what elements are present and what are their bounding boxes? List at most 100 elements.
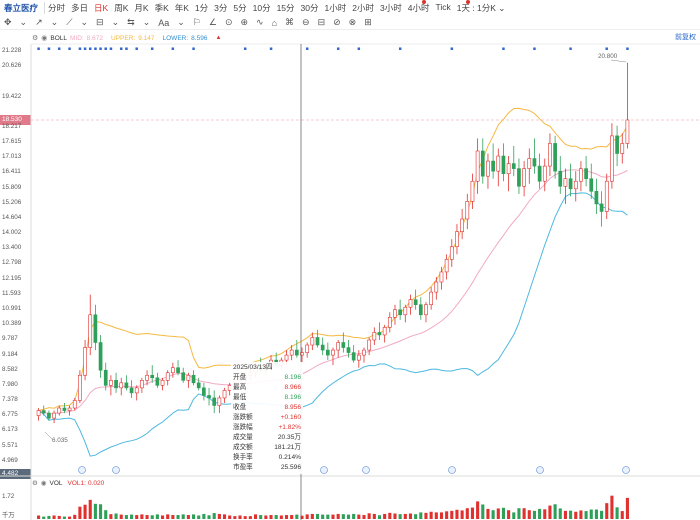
candle-body <box>413 299 418 306</box>
price-axis-label: 12.798 <box>2 259 22 267</box>
period-tab[interactable]: 日K <box>94 3 109 13</box>
candle-body <box>429 291 433 306</box>
period-combo[interactable]: 1天 : 1分K ⌄ <box>456 3 506 13</box>
candle-body <box>145 374 149 381</box>
drawing-tool-icon[interactable]: ⚐ <box>192 17 201 27</box>
period-tab[interactable]: 30分 <box>300 3 319 13</box>
volume-bar <box>321 514 325 519</box>
period-tab[interactable]: 周K <box>114 3 129 13</box>
volume-bar <box>543 509 547 519</box>
period-tab[interactable]: 分时 <box>48 3 66 13</box>
period-tabs: 分时 多日 日K 周K 月K 季K 年K 1分 3分 5分 10分 15分 30分 1小时 2小时 3小时 4小… <box>45 2 454 14</box>
drawing-tool-icon[interactable]: ⌄ <box>142 17 151 27</box>
drawing-tool-icon[interactable]: ⌂ <box>271 17 278 28</box>
drawing-tool-icon[interactable]: ∠ <box>208 17 217 27</box>
period-tab[interactable]: 3小时 <box>379 3 402 13</box>
period-tab[interactable]: 15分 <box>276 3 295 13</box>
price-axis-label: 14.002 <box>2 229 22 237</box>
drawing-tool-icon[interactable]: ⊙ <box>224 17 233 27</box>
candle-body <box>191 374 196 384</box>
drawing-tool-icon[interactable]: ✥ <box>4 17 12 27</box>
candle-body <box>584 168 588 180</box>
price-axis-label: 9.184 <box>2 350 18 358</box>
period-tab[interactable]: 1小时 <box>324 3 347 13</box>
candle-body <box>506 163 511 174</box>
volume-bar <box>264 515 268 519</box>
expand-arrow-icon[interactable]: ▲ <box>215 35 222 41</box>
volume-bar <box>548 505 552 519</box>
volume-bar <box>615 507 619 519</box>
event-marker-icon: ▪ <box>104 46 107 52</box>
period-tab[interactable]: 月K <box>134 3 149 13</box>
drawing-tool-icon[interactable]: ⌄ <box>111 17 120 27</box>
drawing-tool-icon[interactable]: ↗ <box>35 17 43 27</box>
tooltip-row: 涨跌幅 +1.82% <box>233 423 301 433</box>
candle-body <box>424 304 428 316</box>
candle-body <box>548 143 552 167</box>
settings-icon[interactable]: ⚙ <box>32 480 38 487</box>
notify-dot <box>422 0 426 4</box>
volume-bar <box>181 514 185 519</box>
volume-bar <box>212 513 216 519</box>
drawing-tool-icon[interactable]: ⌄ <box>177 17 185 27</box>
volume-bar <box>594 509 598 519</box>
period-tab[interactable]: 3分 <box>214 3 228 13</box>
candle-body <box>522 168 526 187</box>
settings-icon[interactable]: ⚙ <box>32 35 39 42</box>
price-axis-label: 18.217 <box>2 122 22 130</box>
drawing-tool-icon[interactable]: ⟋ <box>66 17 73 27</box>
candle-body <box>604 180 609 212</box>
candle-body <box>222 390 227 399</box>
candle-body <box>160 380 165 386</box>
eye-icon[interactable]: ◉ <box>40 480 47 487</box>
period-tab[interactable]: 2小时 <box>352 3 374 13</box>
volume-bar <box>491 510 495 519</box>
period-tab[interactable]: 10分 <box>252 3 271 13</box>
period-tab[interactable]: 4小时 <box>407 3 430 13</box>
candle-body <box>310 337 315 346</box>
period-tab[interactable]: 1分 <box>194 3 209 13</box>
period-tab[interactable]: Tick <box>435 2 451 12</box>
volume-bar <box>589 509 593 519</box>
drawing-tool-icon[interactable]: ⊟ <box>96 17 104 27</box>
candle-body <box>134 387 139 394</box>
drawing-tool-icon[interactable]: ⌄ <box>50 17 59 27</box>
drawing-tool-icon[interactable]: ⌄ <box>80 17 89 27</box>
volume-bar <box>176 515 180 519</box>
stock-name[interactable]: 春立医疗 <box>0 2 46 14</box>
volume-bar <box>135 515 139 519</box>
drawing-tool-icon[interactable]: ⌄ <box>19 17 28 27</box>
upper-label: UPPER: <box>111 34 136 42</box>
eye-icon[interactable]: ◉ <box>41 35 48 42</box>
drawing-tool-icon[interactable]: ⊞ <box>364 17 372 27</box>
drawing-tool-icon[interactable]: Aa <box>158 17 170 28</box>
candle-body <box>289 349 294 356</box>
volume-bar <box>93 503 97 519</box>
candle-body <box>537 165 542 182</box>
drawing-tool-icon[interactable]: ⌘ <box>285 17 295 27</box>
volume-bar <box>155 514 159 519</box>
period-tab[interactable]: 5分 <box>233 3 247 13</box>
drawing-tool-icon[interactable]: ⊘ <box>333 17 341 27</box>
volume-bar <box>83 504 87 519</box>
volume-bar <box>37 515 41 519</box>
candle-body <box>346 347 351 353</box>
period-tab[interactable]: 多日 <box>71 3 89 13</box>
tooltip-value: +0.160 <box>280 414 301 421</box>
volume-bar <box>620 511 624 519</box>
candle-body <box>558 170 563 187</box>
boll-lower-line <box>38 192 628 457</box>
volume-bar <box>124 515 128 519</box>
drawing-tool-icon[interactable]: ⊕ <box>240 17 249 27</box>
period-tab[interactable]: 年K <box>174 3 189 13</box>
period-tab[interactable]: 季K <box>154 3 169 13</box>
drawing-tool-icon[interactable]: ⊗ <box>348 17 357 27</box>
boll-upper-line <box>38 107 628 411</box>
candle-body <box>294 349 299 356</box>
drawing-tool-icon[interactable]: ⊖ <box>302 17 310 27</box>
drawing-tool-icon[interactable]: ⊟ <box>317 17 326 27</box>
restore-right-toggle[interactable]: 前复权 <box>675 34 696 41</box>
drawing-tool-icon[interactable]: ⇆ <box>127 17 135 27</box>
drawing-tool-icon[interactable]: ∿ <box>256 17 264 27</box>
